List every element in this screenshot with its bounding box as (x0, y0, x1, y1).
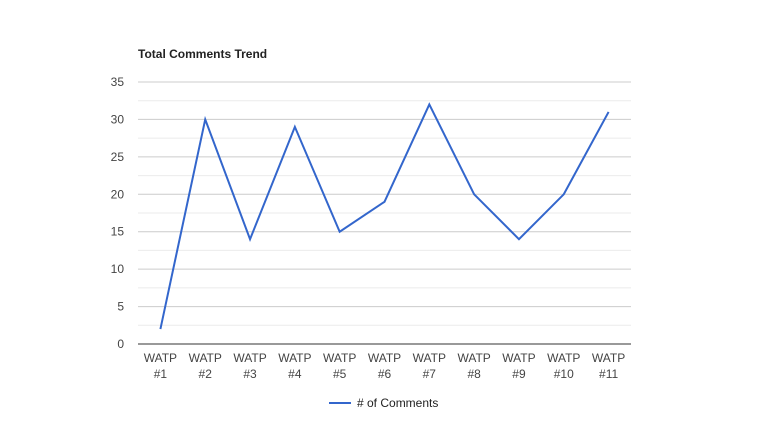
x-tick-label: WATP #8 (457, 351, 490, 381)
y-tick-label: 10 (111, 262, 125, 276)
legend-label: # of Comments (357, 396, 438, 410)
x-tick-label: WATP #1 (144, 351, 177, 381)
x-tick-label: WATP #2 (189, 351, 222, 381)
x-tick-label: WATP #9 (502, 351, 535, 381)
x-tick-label: WATP #6 (368, 351, 401, 381)
y-tick-label: 0 (117, 337, 124, 351)
y-tick-label: 35 (111, 75, 125, 89)
chart-title: Total Comments Trend (138, 47, 268, 61)
x-tick-label: WATP #5 (323, 351, 356, 381)
x-tick-label: WATP #10 (547, 351, 580, 381)
y-tick-label: 25 (111, 150, 125, 164)
y-tick-label: 30 (111, 112, 125, 126)
y-tick-label: 20 (111, 187, 125, 201)
x-tick-label: WATP #11 (592, 351, 625, 381)
y-tick-label: 5 (117, 300, 124, 314)
y-tick-label: 15 (111, 225, 125, 239)
x-tick-label: WATP #4 (278, 351, 311, 381)
x-tick-label: WATP #3 (233, 351, 266, 381)
x-tick-label: WATP #7 (413, 351, 446, 381)
